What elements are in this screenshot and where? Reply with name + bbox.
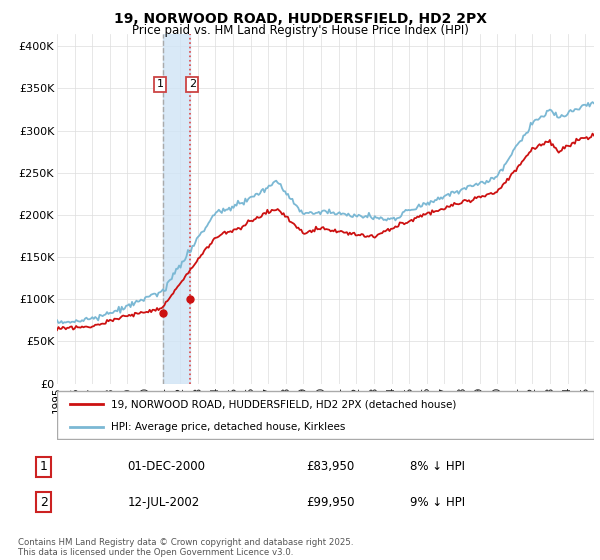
Text: 1: 1 <box>40 460 48 473</box>
Text: 2: 2 <box>40 496 48 509</box>
FancyBboxPatch shape <box>57 391 594 438</box>
Bar <box>163 34 190 384</box>
Text: £83,950: £83,950 <box>306 460 354 473</box>
Text: Price paid vs. HM Land Registry's House Price Index (HPI): Price paid vs. HM Land Registry's House … <box>131 24 469 36</box>
Text: 19, NORWOOD ROAD, HUDDERSFIELD, HD2 2PX (detached house): 19, NORWOOD ROAD, HUDDERSFIELD, HD2 2PX … <box>111 399 456 409</box>
Text: 12-JUL-2002: 12-JUL-2002 <box>127 496 200 509</box>
Text: HPI: Average price, detached house, Kirklees: HPI: Average price, detached house, Kirk… <box>111 422 345 432</box>
Text: 9% ↓ HPI: 9% ↓ HPI <box>410 496 465 509</box>
Text: 19, NORWOOD ROAD, HUDDERSFIELD, HD2 2PX: 19, NORWOOD ROAD, HUDDERSFIELD, HD2 2PX <box>113 12 487 26</box>
Text: 01-DEC-2000: 01-DEC-2000 <box>127 460 205 473</box>
Text: 1: 1 <box>157 79 163 89</box>
Text: £99,950: £99,950 <box>306 496 355 509</box>
Text: Contains HM Land Registry data © Crown copyright and database right 2025.
This d: Contains HM Land Registry data © Crown c… <box>18 538 353 557</box>
Text: 2: 2 <box>189 79 196 89</box>
Text: 8% ↓ HPI: 8% ↓ HPI <box>410 460 464 473</box>
